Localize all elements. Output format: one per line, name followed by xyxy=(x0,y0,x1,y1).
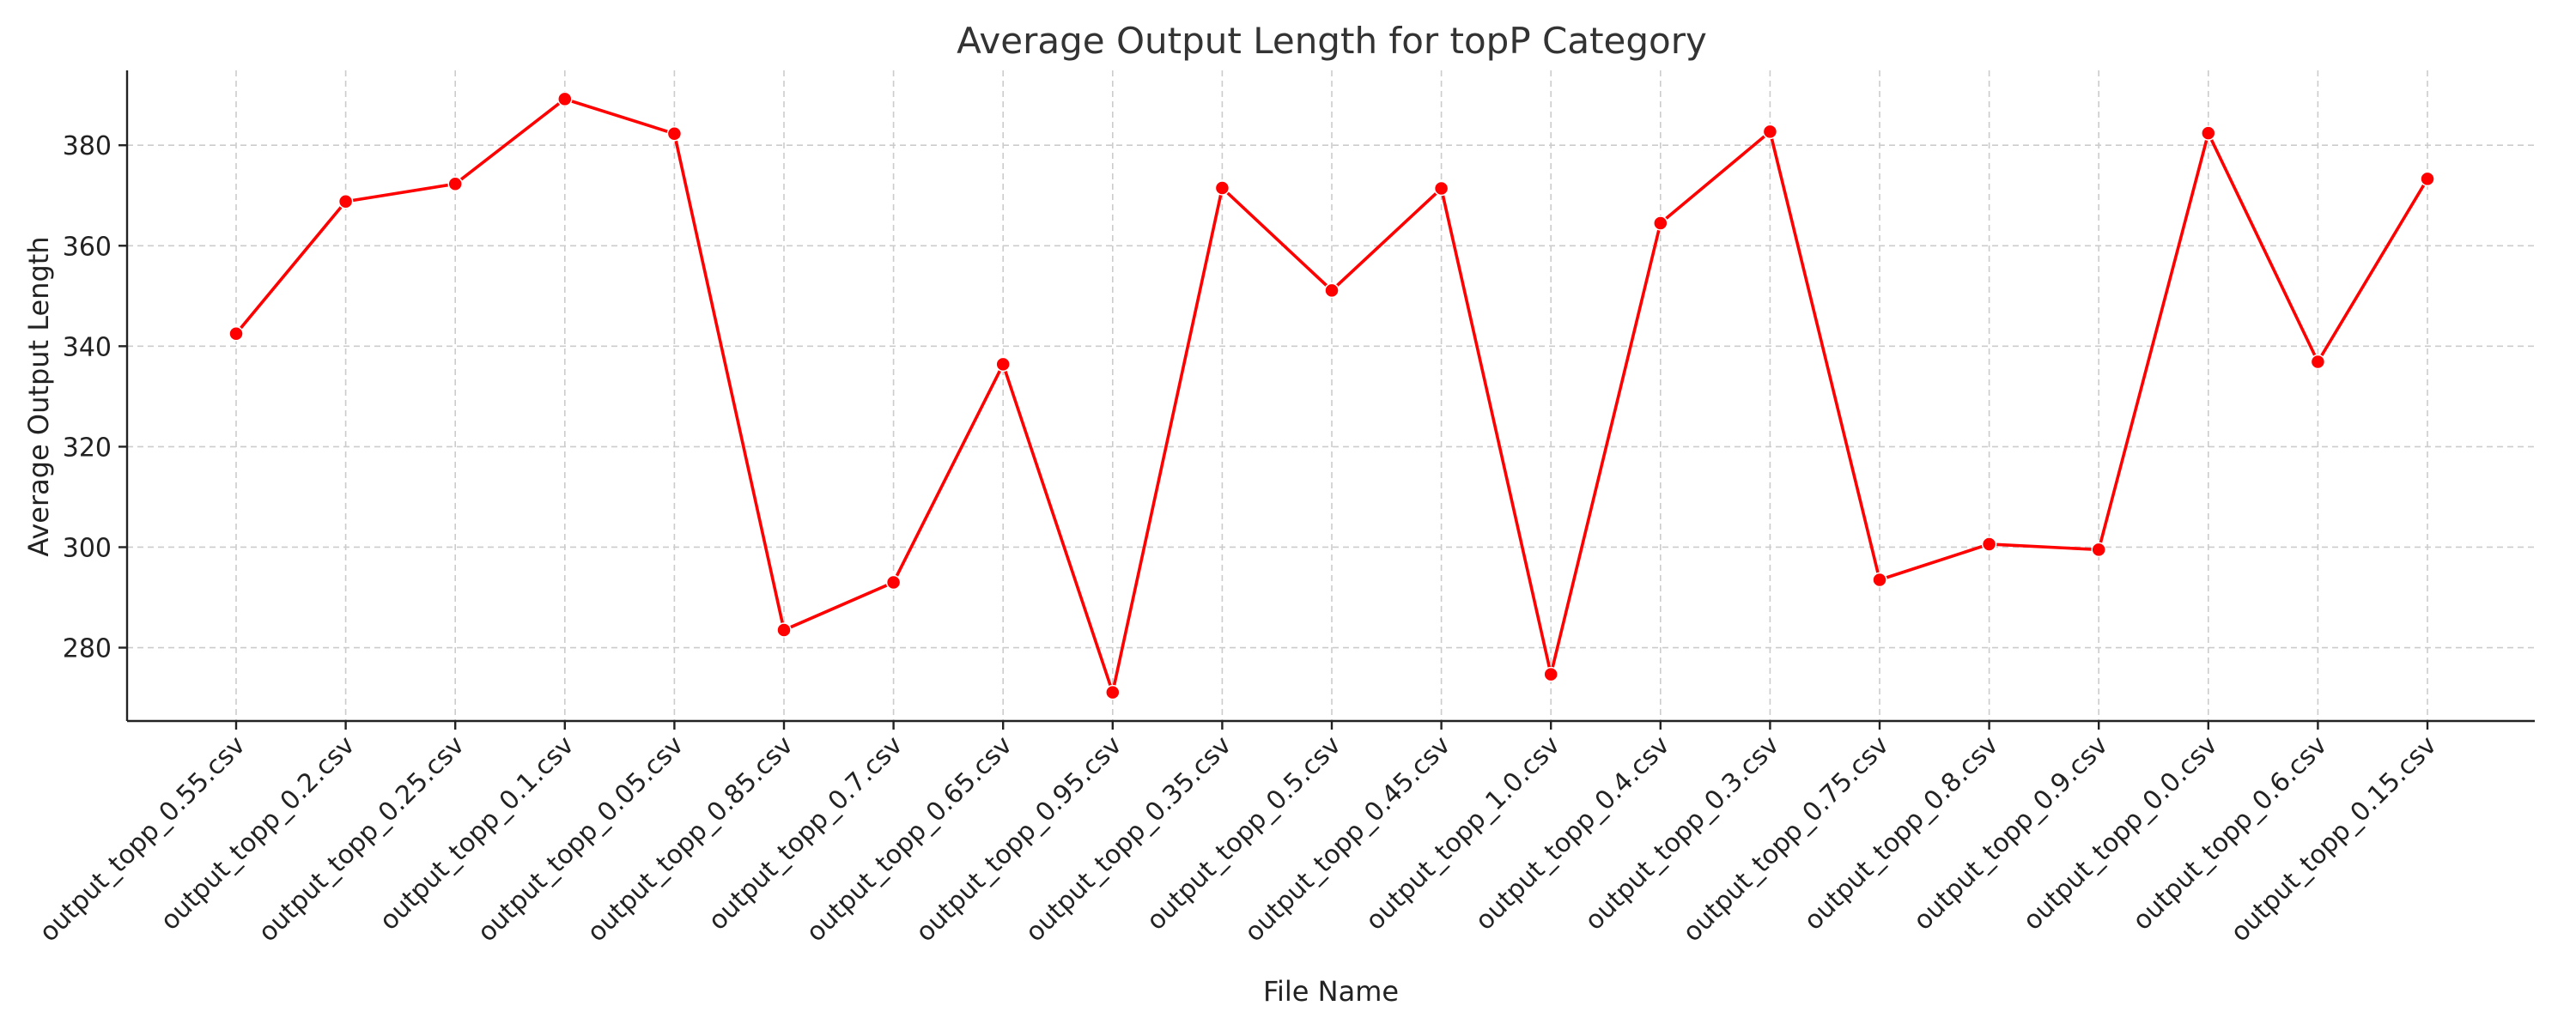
x-axis-label: File Name xyxy=(1263,975,1399,1008)
y-tick-label: 340 xyxy=(63,332,112,362)
x-tick-label: output_topp_0.85.csv xyxy=(581,730,799,948)
x-tick-label: output_topp_0.7.csv xyxy=(702,730,908,936)
x-tick-label: output_topp_0.5.csv xyxy=(1141,730,1347,936)
x-tick-label: output_topp_0.55.csv xyxy=(33,730,251,948)
y-tick-label: 320 xyxy=(63,433,112,463)
data-point xyxy=(776,622,792,638)
y-tick-label: 300 xyxy=(63,533,112,563)
data-point xyxy=(1324,282,1340,299)
x-tick-label: output_topp_0.25.csv xyxy=(252,730,470,948)
x-tick-label: output_topp_0.2.csv xyxy=(155,730,361,936)
data-point xyxy=(2420,171,2435,187)
x-tick-label: output_topp_0.1.csv xyxy=(374,730,580,936)
data-point xyxy=(1543,666,1558,682)
y-tick-label: 380 xyxy=(63,131,112,161)
data-point xyxy=(1105,684,1121,700)
data-point xyxy=(2201,125,2216,141)
x-tick-label: output_topp_0.95.csv xyxy=(910,730,1127,948)
data-point xyxy=(1981,536,1997,552)
data-point xyxy=(1872,572,1887,588)
x-ticks: output_topp_0.55.csvoutput_topp_0.2.csvo… xyxy=(33,721,2443,948)
x-tick-label: output_topp_0.8.csv xyxy=(1798,730,2004,936)
y-tick-label: 280 xyxy=(63,634,112,664)
data-point xyxy=(666,126,683,142)
axes xyxy=(125,70,2535,723)
data-point xyxy=(228,325,244,342)
x-tick-label: output_topp_0.15.csv xyxy=(2225,730,2442,948)
x-tick-label: output_topp_1.0.csv xyxy=(1360,730,1566,936)
y-axis-label: Average Output Length xyxy=(22,236,55,556)
x-tick-label: output_topp_0.9.csv xyxy=(1908,730,2114,936)
grid xyxy=(127,70,2535,721)
x-tick-label: output_topp_0.3.csv xyxy=(1579,730,1785,936)
data-point xyxy=(557,91,573,107)
x-tick-label: output_topp_0.65.csv xyxy=(800,730,1018,948)
data-point xyxy=(447,176,463,192)
y-tick-label: 360 xyxy=(63,232,112,262)
y-ticks: 280 300 320 340 360 380 xyxy=(63,131,127,664)
x-tick-label: output_topp_0.05.csv xyxy=(472,730,690,948)
x-tick-label: output_topp_0.6.csv xyxy=(2127,730,2333,936)
x-tick-label: output_topp_0.35.csv xyxy=(1020,730,1237,948)
data-point xyxy=(995,356,1011,373)
x-tick-label: output_topp_0.4.csv xyxy=(1470,730,1676,936)
x-tick-label: output_topp_0.45.csv xyxy=(1239,730,1456,948)
data-point xyxy=(1762,124,1778,140)
data-point xyxy=(1433,180,1449,197)
x-tick-label: output_topp_0.75.csv xyxy=(1677,730,1894,948)
data-point xyxy=(337,194,354,209)
data-point xyxy=(1214,180,1230,196)
data-point xyxy=(2091,542,2106,558)
series xyxy=(228,91,2435,700)
data-point xyxy=(1653,215,1668,231)
data-point xyxy=(885,574,902,591)
x-tick-label: output_topp_0.0.csv xyxy=(2018,730,2224,936)
chart-title: Average Output Length for topP Category xyxy=(957,20,1707,62)
data-point xyxy=(2310,354,2326,370)
